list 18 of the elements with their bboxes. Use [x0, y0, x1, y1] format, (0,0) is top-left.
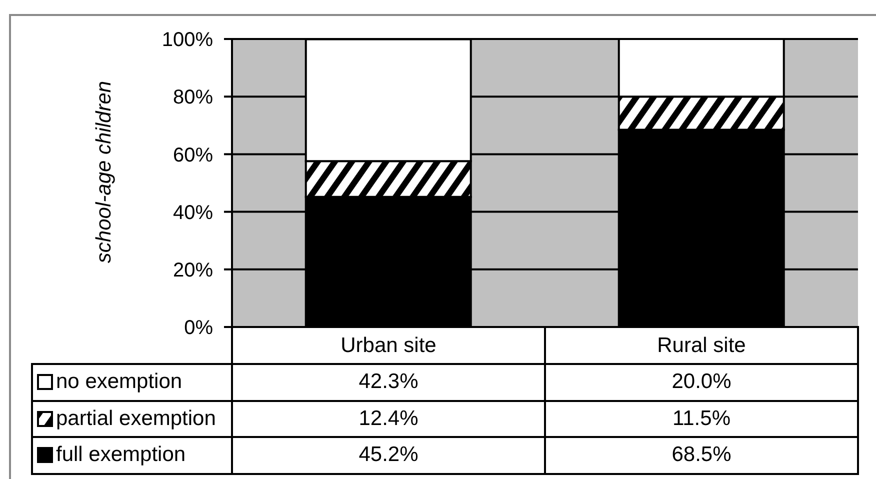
legend-label: partial exemption: [56, 406, 216, 431]
y-tick-label: 40%: [172, 202, 214, 224]
y-tick-label: 100%: [162, 29, 214, 52]
data-label: 12.4%: [231, 400, 546, 438]
data-label: 68.5%: [544, 436, 859, 474]
y-tick-label: 0%: [184, 317, 214, 340]
legend-label: no exemption: [56, 370, 182, 394]
data-label: 45.2%: [231, 436, 546, 474]
y-axis-title: school-age children: [92, 80, 116, 264]
y-tick-label: 60%: [172, 144, 214, 166]
legend-label: full exemption: [56, 443, 186, 468]
y-tick-label: 20%: [172, 260, 214, 282]
x-tick-label: Urban site: [231, 326, 546, 365]
y-tick-label: 80%: [172, 86, 214, 109]
data-label: 20.0%: [544, 363, 859, 402]
data-label: 11.5%: [544, 400, 859, 438]
x-tick-label: Rural site: [544, 326, 859, 365]
data-label: 42.3%: [231, 363, 546, 402]
